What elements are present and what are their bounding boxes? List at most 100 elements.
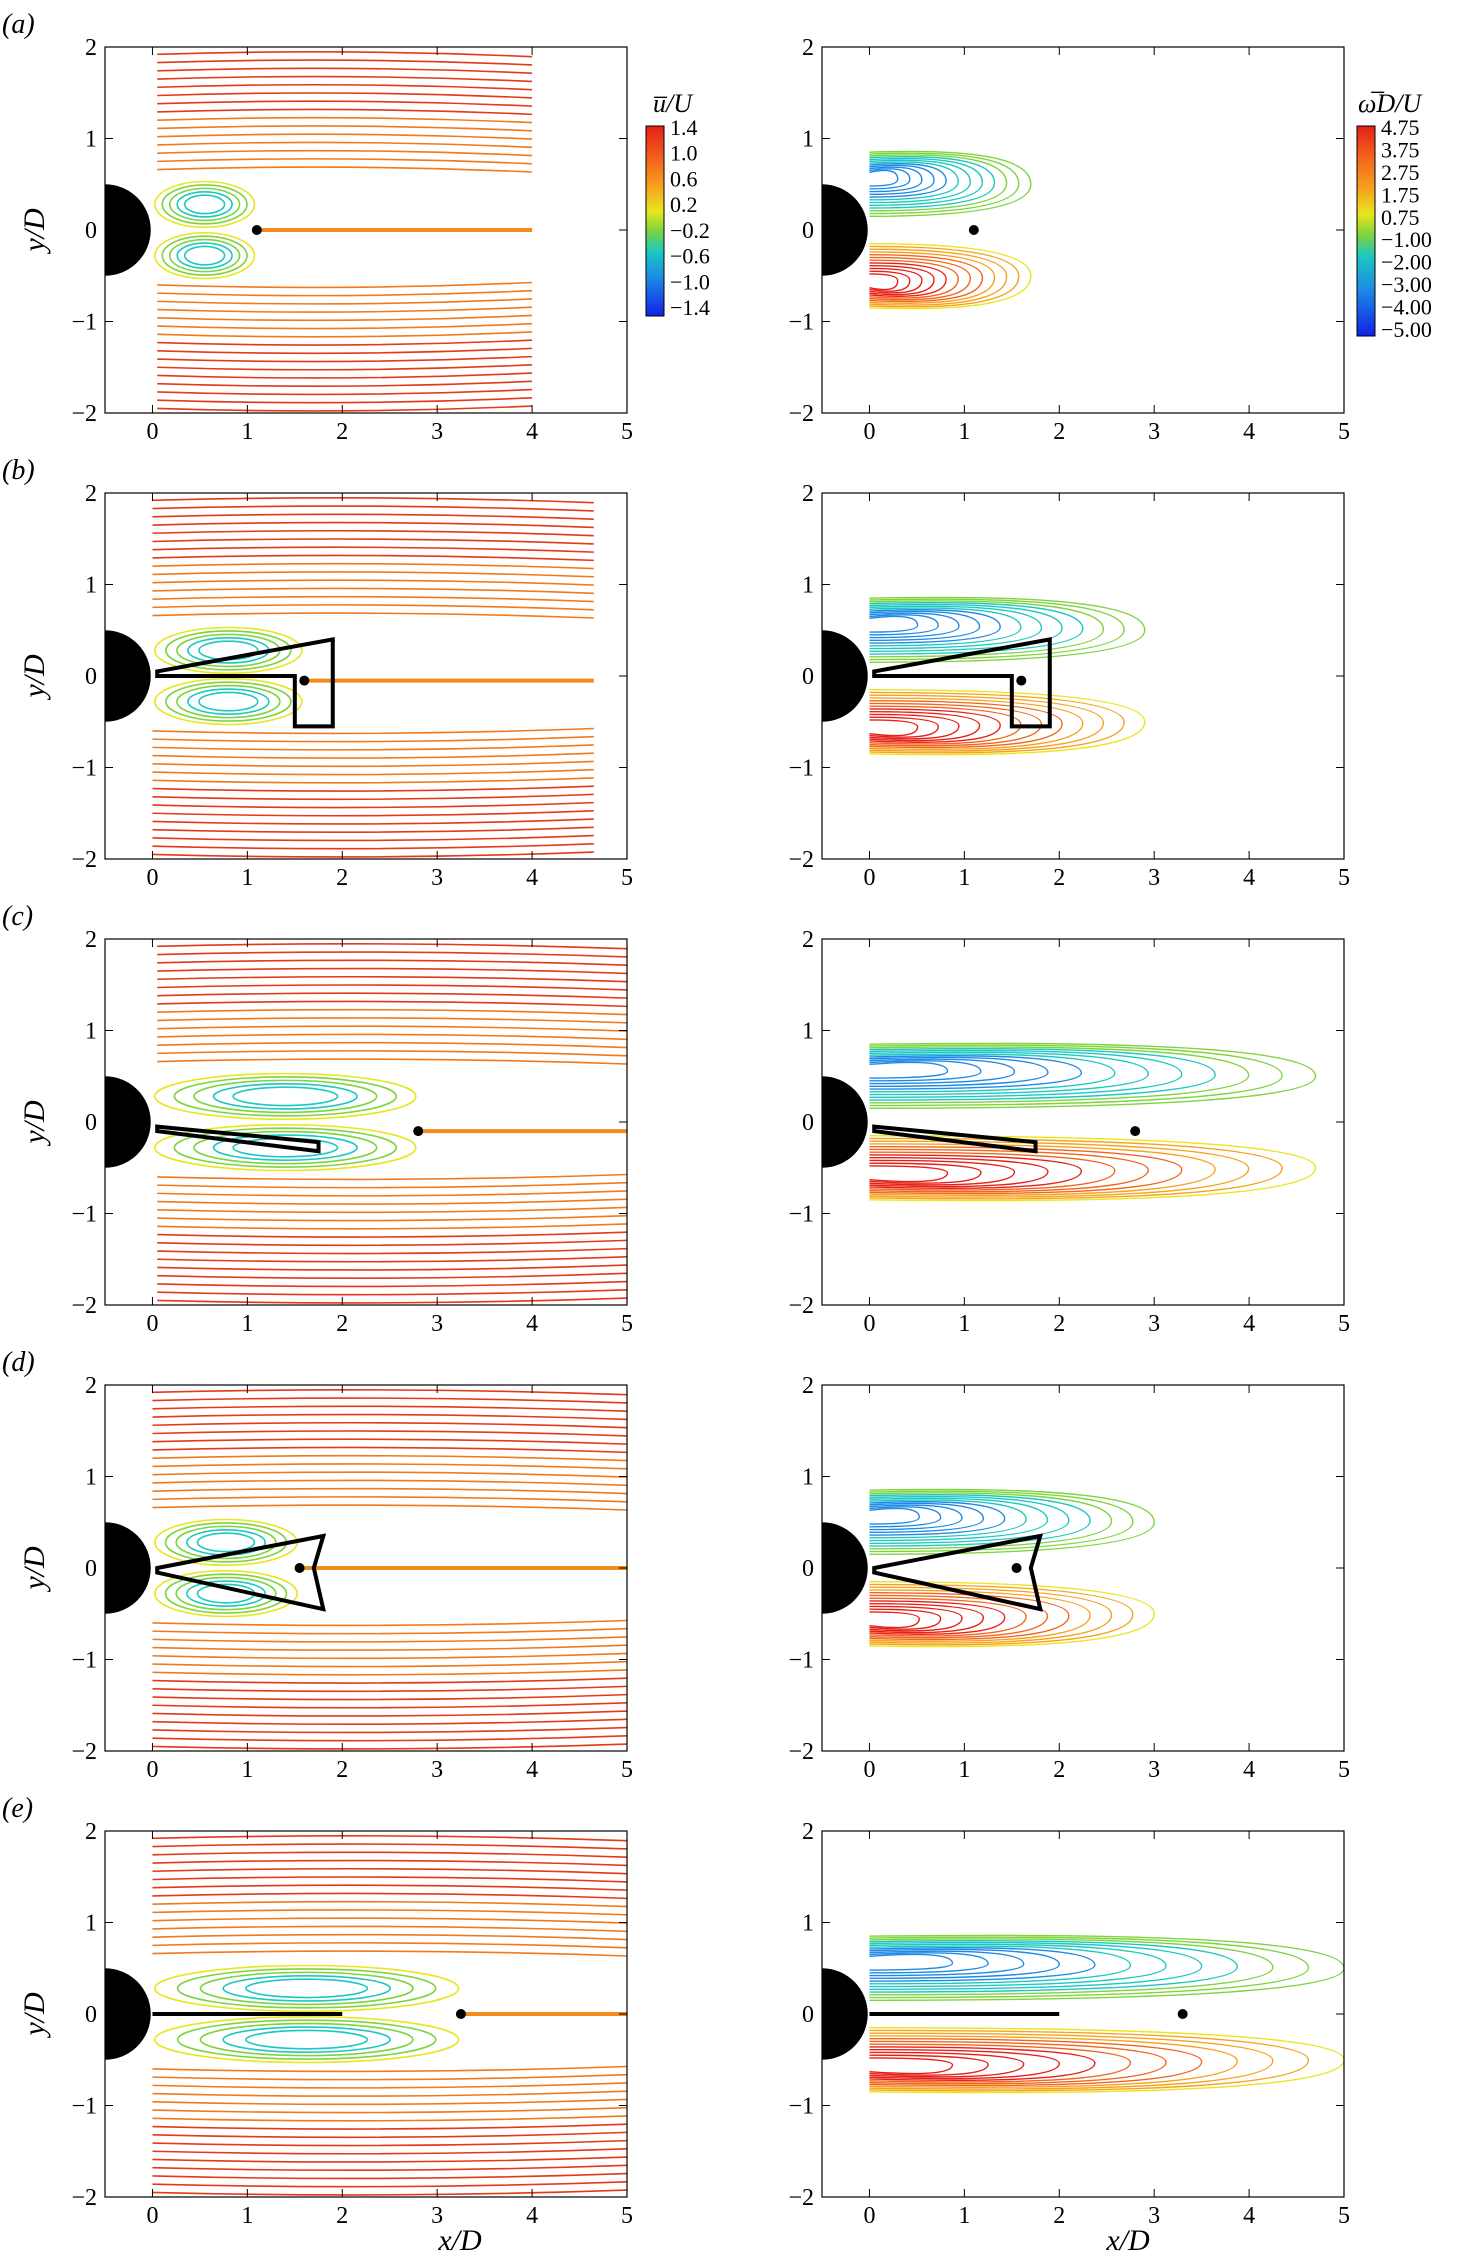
vorticity-contour-positive bbox=[869, 2027, 1344, 2094]
recirculation-streamline bbox=[154, 231, 256, 280]
streamline bbox=[157, 149, 533, 157]
vorticity-contour-negative bbox=[869, 1056, 1049, 1088]
x-tick-label: 0 bbox=[146, 2203, 158, 2229]
x-tick-label: 1 bbox=[241, 1311, 253, 1337]
vorticity-contour-negative bbox=[869, 614, 939, 636]
streamline bbox=[152, 810, 594, 817]
vorticity-contour-negative bbox=[869, 1055, 1083, 1090]
streamline bbox=[152, 1496, 627, 1503]
streamline bbox=[157, 331, 533, 338]
streamline bbox=[157, 347, 533, 355]
vorticity-contour-negative bbox=[869, 1934, 1344, 2001]
vorticity-contour-positive bbox=[869, 256, 971, 301]
x-tick-label: 0 bbox=[146, 419, 158, 445]
streamline bbox=[157, 314, 533, 322]
x-tick-label: 5 bbox=[621, 2203, 633, 2229]
streamline bbox=[152, 1876, 627, 1883]
panel-a-vorticity: 0 1 2 3 4 5 −2 −1 0 1 2 bbox=[788, 35, 1350, 445]
vorticity-contour-positive bbox=[869, 2038, 1203, 2087]
streamline bbox=[152, 612, 594, 619]
x-tick-label: 2 bbox=[1053, 2203, 1065, 2229]
vorticity-contour-negative bbox=[869, 600, 1105, 658]
vorticity-contour-negative bbox=[869, 1947, 1096, 1982]
y-tick-label: 1 bbox=[85, 1465, 97, 1491]
x-tick-label: 0 bbox=[863, 2203, 875, 2229]
vorticity-contour-positive bbox=[869, 2057, 954, 2075]
streamline bbox=[157, 1033, 627, 1041]
axes-frame bbox=[821, 46, 1345, 414]
y-tick-label: 2 bbox=[802, 35, 814, 61]
x-tick-label: 2 bbox=[336, 1311, 348, 1337]
vorticity-contour-negative bbox=[869, 1060, 982, 1082]
streamline bbox=[157, 1272, 627, 1280]
vorticity-contour-negative bbox=[869, 603, 1063, 652]
recirculation-streamline bbox=[154, 1072, 417, 1121]
streamline bbox=[152, 538, 594, 545]
x-tick-label: 2 bbox=[336, 2203, 348, 2229]
streamline bbox=[157, 1288, 627, 1296]
colorbar-u-scale bbox=[645, 125, 665, 317]
streamline bbox=[152, 1446, 627, 1454]
streamline bbox=[157, 951, 627, 958]
streamline bbox=[152, 587, 594, 595]
streamline bbox=[152, 1693, 627, 1701]
stagnation-point bbox=[455, 2009, 466, 2019]
recirculation-streamline bbox=[212, 1134, 358, 1162]
recirculation-streamline bbox=[232, 1086, 339, 1107]
streamline bbox=[157, 967, 627, 975]
streamline bbox=[152, 2123, 627, 2130]
streamline bbox=[152, 2189, 627, 2196]
x-tick-label: 0 bbox=[146, 1757, 158, 1783]
vorticity-contour-positive bbox=[869, 273, 899, 291]
y-tick-label: 0 bbox=[802, 1110, 814, 1136]
vorticity-contour-positive bbox=[869, 694, 1105, 752]
x-tick-label: 2 bbox=[336, 1757, 348, 1783]
streamline bbox=[157, 992, 627, 999]
recirculation-streamline bbox=[193, 1130, 378, 1165]
recirculation-streamline bbox=[199, 2022, 414, 2057]
x-tick-label: 4 bbox=[1243, 1311, 1255, 1337]
x-tick-label: 5 bbox=[1338, 865, 1350, 891]
y-tick-label: 1 bbox=[85, 1911, 97, 1937]
streamline bbox=[152, 2180, 627, 2188]
vorticity-contour-positive bbox=[869, 2046, 1096, 2081]
streamline bbox=[152, 1925, 627, 1933]
streamline bbox=[152, 604, 594, 611]
vorticity-contour-negative bbox=[869, 161, 959, 201]
streamline bbox=[157, 1008, 627, 1016]
recirculation-streamline bbox=[176, 2019, 437, 2060]
colorbar-w-scale bbox=[1356, 125, 1376, 337]
recirculation-streamline bbox=[154, 1964, 460, 2013]
recirculation-streamline bbox=[175, 1576, 277, 1611]
vorticity-contour-positive bbox=[869, 1148, 1149, 1193]
vorticity-contour-negative bbox=[869, 1943, 1167, 1988]
streamline bbox=[157, 1214, 627, 1222]
cylinder bbox=[822, 184, 868, 276]
recirculation-streamline bbox=[168, 187, 241, 222]
y-axis-label: y/D bbox=[18, 654, 51, 701]
x-tick-label: 5 bbox=[621, 1757, 633, 1783]
vorticity-contour-positive bbox=[869, 708, 1001, 743]
colorbar-tick-label: 1.0 bbox=[670, 141, 698, 166]
vorticity-contour-positive bbox=[869, 264, 935, 296]
vorticity-contour-negative bbox=[869, 1504, 963, 1531]
streamline bbox=[152, 1859, 627, 1867]
recirculation-streamline bbox=[161, 184, 248, 225]
streamline bbox=[152, 744, 594, 751]
streamline bbox=[152, 2139, 627, 2147]
streamline bbox=[152, 1463, 627, 1470]
y-tick-label: 1 bbox=[85, 127, 97, 153]
streamline bbox=[157, 1198, 627, 1205]
streamline bbox=[152, 1430, 627, 1437]
panel-c-velocity: 0 1 2 3 4 5 −2 −1 0 1 2 (c) y/D bbox=[2, 901, 633, 1337]
y-tick-label: −1 bbox=[788, 1202, 814, 1228]
streamline bbox=[157, 92, 533, 99]
streamline bbox=[152, 1487, 627, 1495]
streamline bbox=[157, 59, 533, 66]
vorticity-contour-positive bbox=[869, 1137, 1283, 1200]
y-tick-label: −2 bbox=[71, 847, 97, 873]
streamline bbox=[152, 793, 594, 801]
streamline bbox=[157, 975, 627, 983]
vorticity-contour-negative bbox=[869, 1051, 1149, 1096]
x-tick-label: 2 bbox=[1053, 1757, 1065, 1783]
